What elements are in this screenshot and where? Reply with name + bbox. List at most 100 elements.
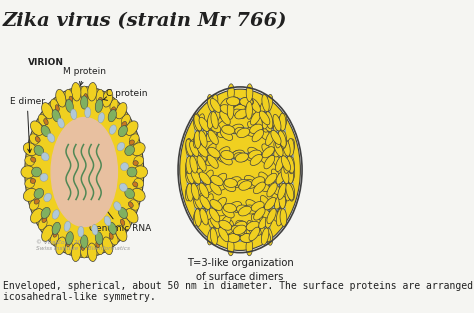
Circle shape xyxy=(202,205,207,212)
Circle shape xyxy=(198,127,203,134)
Ellipse shape xyxy=(38,218,47,230)
Circle shape xyxy=(203,153,209,159)
Ellipse shape xyxy=(65,90,73,102)
Ellipse shape xyxy=(88,243,97,262)
Ellipse shape xyxy=(29,134,39,144)
Circle shape xyxy=(208,180,213,187)
Ellipse shape xyxy=(193,191,200,209)
Ellipse shape xyxy=(246,238,253,256)
Ellipse shape xyxy=(194,209,201,226)
Ellipse shape xyxy=(208,211,215,228)
Circle shape xyxy=(245,108,250,115)
Text: C protein: C protein xyxy=(103,89,147,100)
Ellipse shape xyxy=(199,172,210,185)
Ellipse shape xyxy=(121,114,130,126)
Circle shape xyxy=(189,153,193,159)
Ellipse shape xyxy=(222,125,235,134)
Ellipse shape xyxy=(64,221,71,231)
Ellipse shape xyxy=(34,146,44,156)
Ellipse shape xyxy=(133,161,138,166)
Ellipse shape xyxy=(287,138,294,156)
Ellipse shape xyxy=(265,95,273,112)
Ellipse shape xyxy=(233,225,246,234)
Ellipse shape xyxy=(185,166,192,183)
Ellipse shape xyxy=(239,181,252,190)
Ellipse shape xyxy=(272,155,283,168)
Ellipse shape xyxy=(35,136,40,142)
Circle shape xyxy=(272,153,277,159)
Ellipse shape xyxy=(131,143,145,156)
Ellipse shape xyxy=(83,94,87,101)
Circle shape xyxy=(212,180,218,187)
Ellipse shape xyxy=(120,163,128,171)
Ellipse shape xyxy=(219,227,229,242)
Ellipse shape xyxy=(247,109,260,119)
Ellipse shape xyxy=(210,95,218,112)
Ellipse shape xyxy=(189,139,196,156)
Ellipse shape xyxy=(276,209,283,226)
Ellipse shape xyxy=(254,182,265,194)
Ellipse shape xyxy=(95,232,103,245)
Circle shape xyxy=(240,180,245,187)
Circle shape xyxy=(219,205,225,212)
Ellipse shape xyxy=(283,141,292,156)
Ellipse shape xyxy=(209,208,220,222)
Ellipse shape xyxy=(125,208,138,223)
Ellipse shape xyxy=(250,124,263,134)
Ellipse shape xyxy=(81,86,88,99)
Circle shape xyxy=(229,225,234,231)
Circle shape xyxy=(258,225,264,231)
Ellipse shape xyxy=(246,220,253,238)
Circle shape xyxy=(218,108,223,115)
Ellipse shape xyxy=(102,237,113,255)
Ellipse shape xyxy=(191,169,201,184)
Ellipse shape xyxy=(78,226,84,237)
Ellipse shape xyxy=(228,177,241,186)
Circle shape xyxy=(196,205,201,212)
Text: Genomic RNA: Genomic RNA xyxy=(89,195,152,233)
Ellipse shape xyxy=(187,183,193,201)
Ellipse shape xyxy=(276,170,286,184)
Ellipse shape xyxy=(194,131,201,149)
Ellipse shape xyxy=(25,87,144,257)
Circle shape xyxy=(278,180,283,187)
Circle shape xyxy=(210,108,215,115)
Ellipse shape xyxy=(50,99,59,111)
Ellipse shape xyxy=(210,175,223,186)
Ellipse shape xyxy=(207,228,215,245)
Ellipse shape xyxy=(227,233,240,243)
Ellipse shape xyxy=(185,183,192,201)
Circle shape xyxy=(265,225,270,231)
Ellipse shape xyxy=(127,167,137,177)
Ellipse shape xyxy=(41,153,49,161)
Ellipse shape xyxy=(188,183,196,199)
Circle shape xyxy=(228,127,233,134)
Ellipse shape xyxy=(197,156,206,171)
Circle shape xyxy=(237,235,243,241)
Ellipse shape xyxy=(102,90,113,107)
Circle shape xyxy=(232,127,237,134)
Circle shape xyxy=(217,225,222,231)
Ellipse shape xyxy=(274,143,284,157)
Ellipse shape xyxy=(243,180,256,188)
Circle shape xyxy=(230,108,236,115)
Ellipse shape xyxy=(196,141,205,156)
Circle shape xyxy=(194,153,199,159)
Ellipse shape xyxy=(56,237,66,255)
Ellipse shape xyxy=(260,227,271,242)
Ellipse shape xyxy=(197,192,204,209)
Ellipse shape xyxy=(191,183,199,200)
Ellipse shape xyxy=(52,222,60,234)
Circle shape xyxy=(228,235,233,241)
Ellipse shape xyxy=(186,167,194,184)
Ellipse shape xyxy=(263,211,270,228)
Circle shape xyxy=(189,153,194,159)
Ellipse shape xyxy=(265,112,273,129)
Ellipse shape xyxy=(252,130,264,142)
Ellipse shape xyxy=(208,147,220,158)
Ellipse shape xyxy=(104,216,111,226)
Circle shape xyxy=(283,180,288,187)
Circle shape xyxy=(272,127,277,134)
Circle shape xyxy=(230,108,235,115)
Ellipse shape xyxy=(278,208,286,225)
